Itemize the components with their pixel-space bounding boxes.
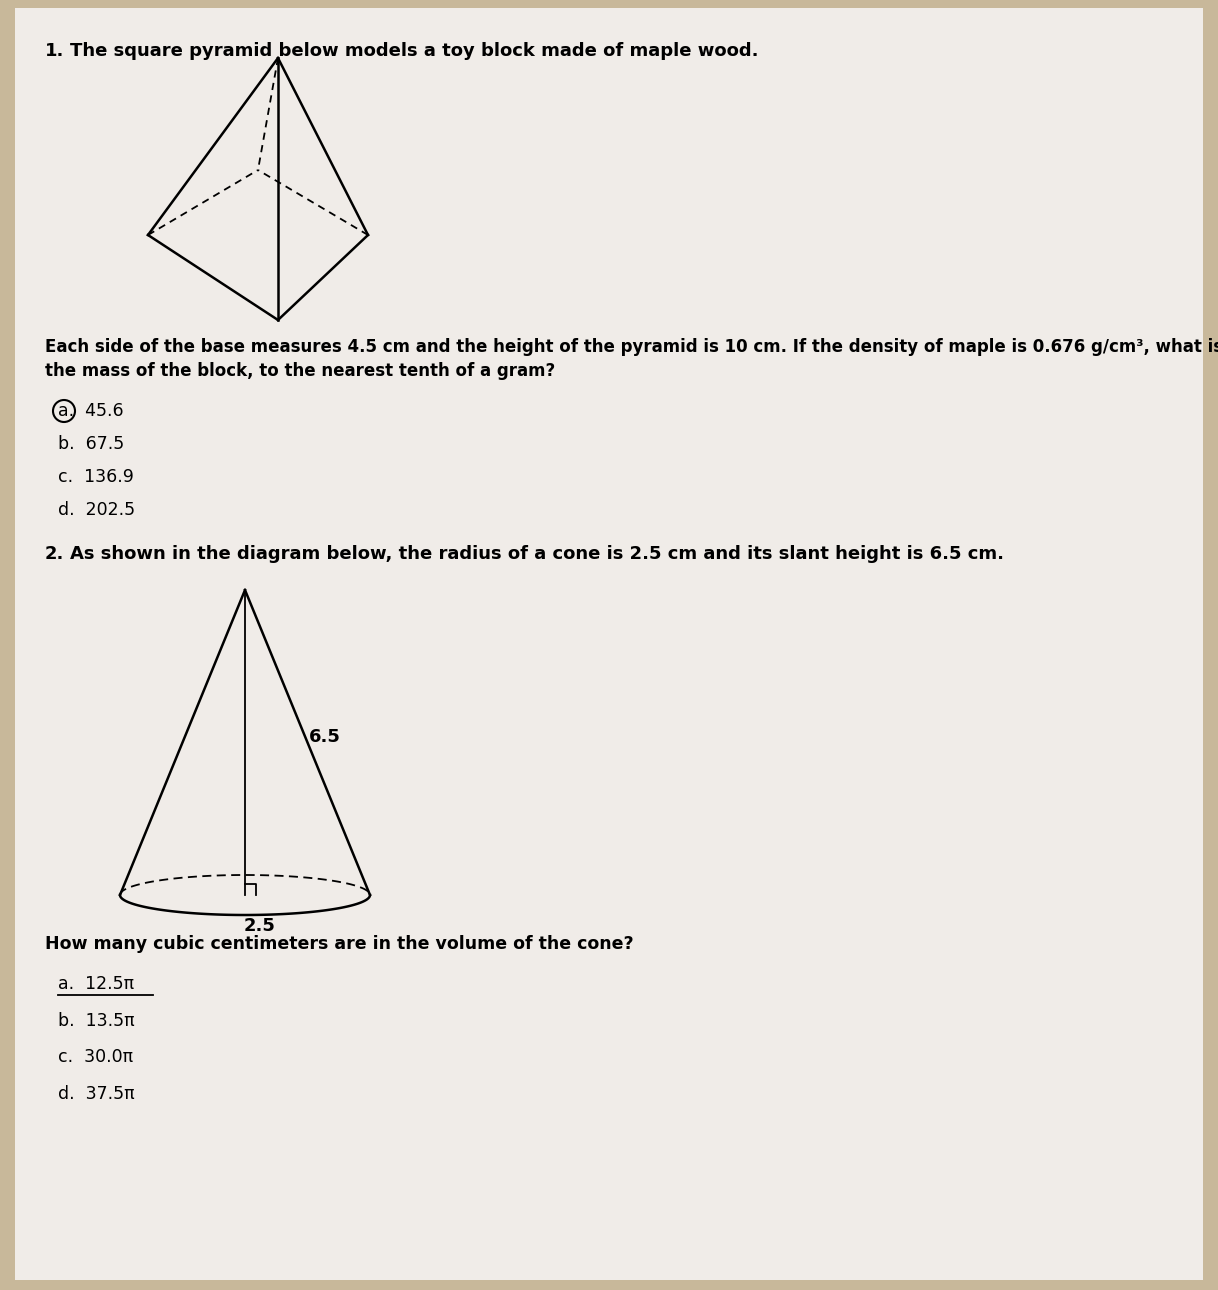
Text: 2.5: 2.5 — [244, 917, 276, 935]
Text: d.  37.5π: d. 37.5π — [58, 1085, 135, 1103]
Text: b.  13.5π: b. 13.5π — [58, 1011, 135, 1029]
Text: c.  30.0π: c. 30.0π — [58, 1047, 133, 1066]
Text: 2.: 2. — [45, 544, 65, 562]
FancyBboxPatch shape — [15, 8, 1203, 1280]
Text: a.  12.5π: a. 12.5π — [58, 975, 134, 993]
Text: How many cubic centimeters are in the volume of the cone?: How many cubic centimeters are in the vo… — [45, 935, 633, 953]
Text: The square pyramid below models a toy block made of maple wood.: The square pyramid below models a toy bl… — [69, 43, 759, 61]
Text: 1.: 1. — [45, 43, 65, 61]
Text: Each side of the base measures 4.5 cm and the height of the pyramid is 10 cm. If: Each side of the base measures 4.5 cm an… — [45, 338, 1218, 379]
Text: b.  67.5: b. 67.5 — [58, 435, 124, 453]
Text: a.  45.6: a. 45.6 — [58, 402, 123, 421]
Text: c.  136.9: c. 136.9 — [58, 468, 134, 486]
Text: As shown in the diagram below, the radius of a cone is 2.5 cm and its slant heig: As shown in the diagram below, the radiu… — [69, 544, 1004, 562]
Text: 6.5: 6.5 — [309, 729, 341, 747]
Text: d.  202.5: d. 202.5 — [58, 501, 135, 519]
